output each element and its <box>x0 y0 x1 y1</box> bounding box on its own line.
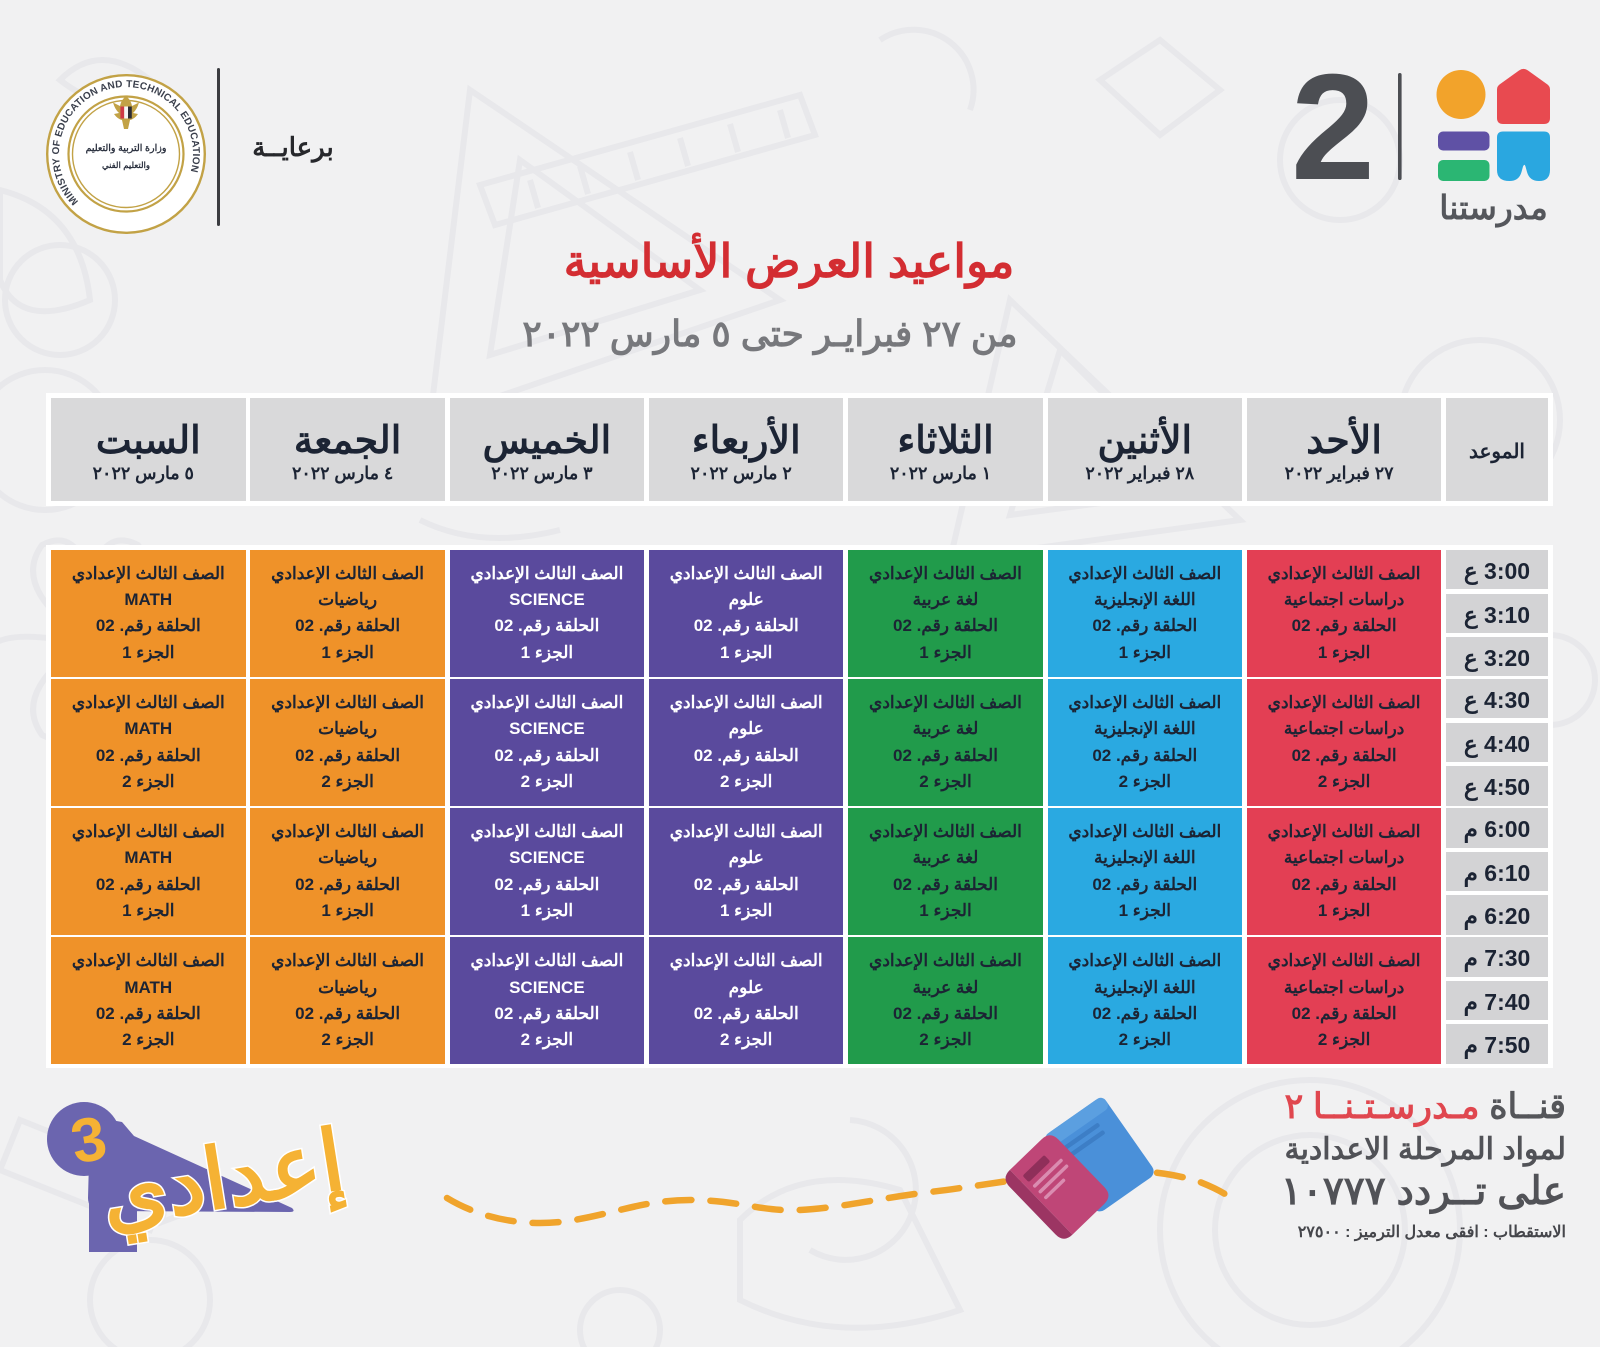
svg-text:والتعليم الفني: والتعليم الفني <box>102 160 150 171</box>
svg-text:2: 2 <box>1291 60 1375 211</box>
svg-text:مدرستنا: مدرستنا <box>1439 189 1548 228</box>
svg-text:وزارة التربية والتعليم: وزارة التربية والتعليم <box>86 143 167 154</box>
